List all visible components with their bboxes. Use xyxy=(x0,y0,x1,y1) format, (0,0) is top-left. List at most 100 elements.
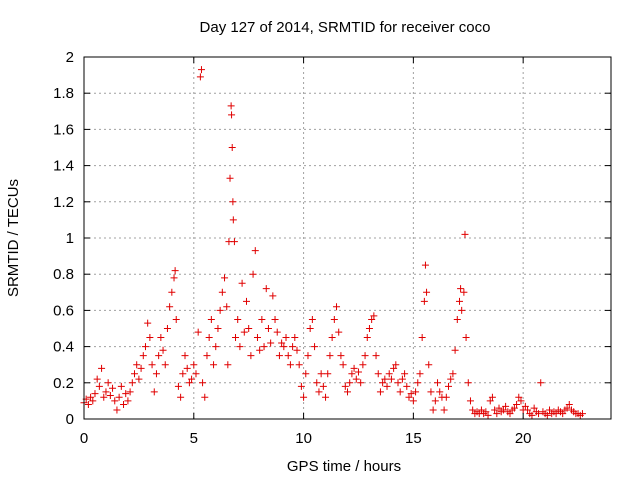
data-point xyxy=(394,379,402,387)
data-point xyxy=(524,406,532,414)
data-point xyxy=(412,388,420,396)
data-point xyxy=(192,370,200,378)
y-tick-label: 0.8 xyxy=(53,266,74,283)
data-point xyxy=(117,382,125,390)
data-point xyxy=(469,406,477,414)
data-point xyxy=(228,144,236,151)
data-point xyxy=(346,379,354,387)
data-point xyxy=(354,368,362,376)
data-point xyxy=(493,410,501,418)
data-point xyxy=(427,388,435,396)
data-point xyxy=(267,339,275,347)
y-tick-label: 0 xyxy=(66,411,74,428)
data-point xyxy=(517,397,525,405)
data-point xyxy=(264,325,272,332)
data-point xyxy=(513,401,521,409)
data-point xyxy=(341,382,349,390)
y-tick-label: 2 xyxy=(66,49,74,66)
data-point xyxy=(302,370,310,378)
data-point xyxy=(223,303,231,311)
data-point xyxy=(100,393,108,401)
data-point xyxy=(425,361,433,369)
data-point xyxy=(306,325,314,332)
data-point xyxy=(98,364,106,372)
data-point xyxy=(374,370,382,378)
data-point xyxy=(453,315,461,323)
data-point xyxy=(194,328,202,336)
y-axis-label: SRMTID / TECUs xyxy=(5,179,22,297)
data-point xyxy=(348,370,356,378)
data-point xyxy=(293,346,301,354)
data-point xyxy=(126,388,134,396)
data-point xyxy=(376,388,384,396)
data-point xyxy=(170,274,178,282)
data-point xyxy=(335,328,343,336)
data-point xyxy=(260,343,268,351)
data-point xyxy=(135,375,143,383)
data-point xyxy=(159,346,167,354)
data-point xyxy=(466,397,474,405)
data-point xyxy=(396,388,404,396)
data-point xyxy=(207,315,215,323)
data-point xyxy=(273,328,281,336)
data-point xyxy=(214,325,222,332)
data-point xyxy=(344,388,351,396)
grid-lines xyxy=(84,57,611,419)
data-point xyxy=(313,379,321,387)
data-point xyxy=(95,382,103,390)
data-point xyxy=(328,334,336,342)
data-point xyxy=(385,370,393,378)
data-point xyxy=(414,379,422,387)
data-point xyxy=(482,408,490,416)
data-point xyxy=(157,334,165,342)
data-point xyxy=(238,279,246,287)
data-point xyxy=(361,352,369,360)
chart-title: Day 127 of 2014, SRMTID for receiver coc… xyxy=(200,19,491,36)
data-point xyxy=(258,315,266,323)
data-point xyxy=(183,364,191,372)
data-point xyxy=(322,393,330,401)
data-point xyxy=(392,361,400,369)
data-point xyxy=(247,352,255,360)
data-point xyxy=(148,361,156,369)
data-point xyxy=(477,406,485,414)
data-point xyxy=(368,315,376,323)
data-point xyxy=(166,303,174,311)
data-point xyxy=(226,174,234,182)
data-point xyxy=(546,406,554,414)
data-point xyxy=(256,346,264,354)
data-point xyxy=(436,388,444,396)
data-point xyxy=(228,111,236,119)
data-point xyxy=(284,352,292,360)
data-point xyxy=(133,361,141,369)
y-tick-label: 1.6 xyxy=(53,121,74,138)
data-point xyxy=(155,352,163,360)
data-point xyxy=(196,73,204,81)
data-point xyxy=(543,411,551,419)
data-point xyxy=(565,401,573,409)
data-point xyxy=(150,388,158,396)
data-point xyxy=(93,375,101,383)
data-point xyxy=(423,288,431,296)
data-point xyxy=(87,393,95,401)
y-tick-label: 1 xyxy=(66,230,74,247)
data-point xyxy=(181,352,189,360)
data-point xyxy=(370,312,378,320)
data-point xyxy=(128,379,136,387)
data-point xyxy=(84,401,92,409)
x-axis-label: GPS time / hours xyxy=(287,458,401,475)
data-point xyxy=(91,390,99,398)
data-point xyxy=(216,306,224,314)
data-point xyxy=(177,393,185,401)
data-point xyxy=(311,343,319,351)
data-point xyxy=(242,297,250,305)
data-point xyxy=(445,382,453,390)
data-points xyxy=(80,66,586,419)
data-point xyxy=(337,352,345,360)
y-tick-label: 0.4 xyxy=(53,339,74,356)
data-point xyxy=(333,303,341,311)
data-point xyxy=(230,238,238,246)
data-point xyxy=(315,388,323,396)
data-point xyxy=(559,410,567,418)
